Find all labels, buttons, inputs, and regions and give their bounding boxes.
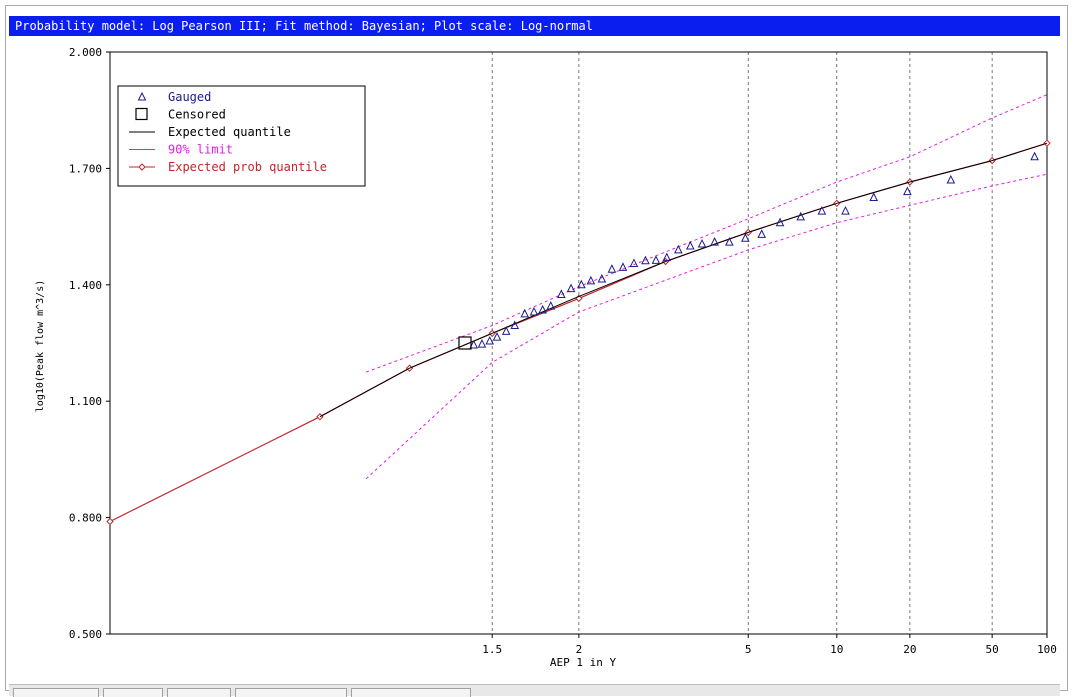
gauged-point <box>725 237 734 246</box>
status-bar <box>9 684 1060 697</box>
x-tick-label: 2 <box>576 643 583 656</box>
y-tick-label: 1.100 <box>69 395 102 408</box>
gauged-point <box>674 244 683 254</box>
plot-area[interactable]: 0.500 0.800 1.100 1.400 1.700 2.000 1.5 2 5 10 20… <box>9 36 1060 684</box>
legend-label: Gauged <box>168 90 211 104</box>
gauged-point <box>477 339 487 348</box>
lower-90-limit-line <box>365 173 1048 480</box>
expected-prob-quantile-line <box>109 142 1048 523</box>
expected-quantile-line <box>319 142 1048 418</box>
gauged-point <box>469 339 479 349</box>
gauged-point <box>538 304 547 314</box>
x-axis-ticks: 1.5 2 5 10 20 50 100 <box>482 634 1057 656</box>
x-tick-label: 50 <box>986 643 999 656</box>
legend-censored-icon <box>135 107 148 121</box>
legend-label: Censored <box>168 108 226 122</box>
gauged-point <box>741 233 750 242</box>
x-tick-label: 20 <box>903 643 916 656</box>
gauged-point <box>629 258 639 267</box>
gauged-point <box>903 186 912 196</box>
gauged-point <box>492 332 502 341</box>
status-tab-5[interactable] <box>351 688 471 697</box>
expected-prob-quantile-marker <box>106 517 114 526</box>
frequency-chart[interactable]: 0.500 0.800 1.100 1.400 1.700 2.000 1.5 2 5 10 20… <box>9 36 1060 684</box>
expected-prob-quantile-marker <box>316 413 324 421</box>
gauged-point <box>686 240 695 250</box>
legend-box <box>117 85 366 187</box>
y-tick-label: 0.500 <box>69 628 102 641</box>
gauged-point <box>546 301 556 310</box>
gauged-point <box>869 192 879 201</box>
expected-prob-quantile-marker <box>1043 139 1051 147</box>
legend-label: 90% limit <box>168 143 233 157</box>
gauged-point <box>817 205 827 215</box>
status-tab-3[interactable] <box>167 688 231 697</box>
gauged-point <box>841 205 850 215</box>
status-tab-1[interactable] <box>13 688 99 697</box>
x-tick-label: 1.5 <box>482 643 502 656</box>
y-axis-ticks: 0.500 0.800 1.100 1.400 1.700 2.000 <box>69 46 110 641</box>
x-grid-lines <box>491 52 993 634</box>
gauged-point <box>586 275 596 285</box>
gauged-point <box>710 237 719 246</box>
gauged-point <box>618 262 628 271</box>
plot-title-bar: Probability model: Log Pearson III; Fit … <box>9 16 1060 36</box>
status-tab-4[interactable] <box>235 688 347 697</box>
x-tick-label: 5 <box>745 643 752 656</box>
gauged-point <box>757 229 766 238</box>
gauged-point <box>520 308 530 318</box>
gauged-point <box>529 306 539 316</box>
gauged-point <box>641 255 650 265</box>
gauged-point <box>775 217 785 227</box>
gauged-point <box>796 211 806 221</box>
y-tick-label: 1.700 <box>69 162 102 175</box>
y-tick-label: 1.400 <box>69 279 102 292</box>
gauged-point <box>651 255 661 264</box>
gauged-point <box>485 335 495 345</box>
gauged-point <box>597 273 607 283</box>
gauged-point <box>946 174 956 184</box>
x-axis-label: AEP 1 in Y <box>550 656 617 669</box>
data-points <box>458 151 1039 350</box>
y-tick-label: 2.000 <box>69 46 102 59</box>
legend: Gauged Censored Expected quantile 90% limit… <box>117 85 366 187</box>
gauged-point <box>697 238 707 248</box>
legend-label: Expected quantile <box>168 125 291 139</box>
status-tab-2[interactable] <box>103 688 163 697</box>
gauged-point <box>662 252 672 262</box>
legend-gauged-icon <box>137 91 147 101</box>
gauged-point <box>1030 151 1039 161</box>
gauged-point <box>510 320 520 330</box>
gauged-point <box>566 283 576 293</box>
legend-label: Expected prob quantile <box>168 160 327 174</box>
x-tick-label: 10 <box>830 643 843 656</box>
gauged-point <box>577 279 586 289</box>
upper-90-limit-line <box>366 94 1048 373</box>
gauged-point <box>501 326 511 335</box>
limit-lines <box>365 94 1048 480</box>
x-tick-label: 100 <box>1037 643 1057 656</box>
gauged-point <box>557 289 566 298</box>
gauged-point <box>607 264 617 273</box>
censored-point <box>458 336 472 350</box>
y-axis-label: log10(Peak flow m^3/s) <box>35 280 46 412</box>
y-tick-label: 0.800 <box>69 512 102 525</box>
legend-diamond-icon <box>138 163 146 171</box>
